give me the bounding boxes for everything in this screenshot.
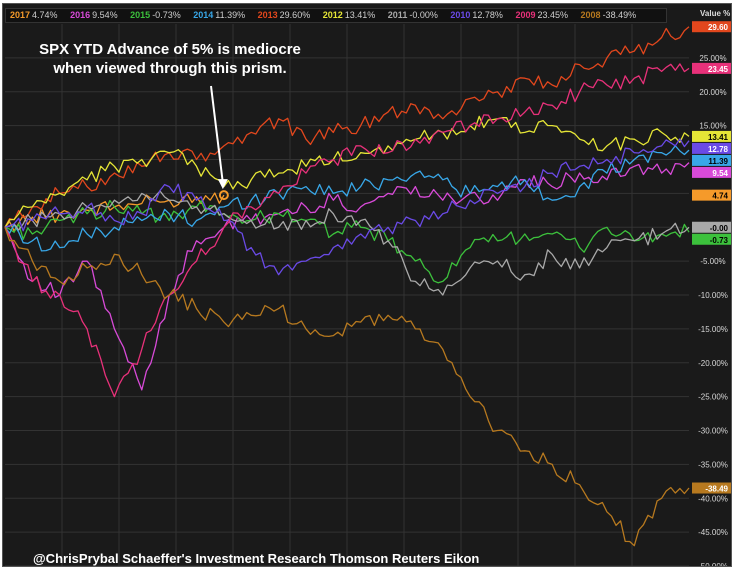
legend-value: -38.49% (602, 10, 637, 20)
legend-item[interactable]: 2008 -38.49% (581, 9, 637, 22)
series-line (4, 26, 690, 228)
legend-year: 2015 (130, 10, 151, 20)
value-axis-title: Value % (700, 9, 731, 18)
current-point-marker (218, 190, 229, 201)
footer-credits: @ChrisPrybal Schaeffer's Investment Rese… (33, 551, 480, 566)
annotation-text: SPX YTD Advance of 5% is mediocre when v… (35, 40, 305, 78)
legend-item[interactable]: 2009 23.45% (515, 9, 568, 22)
chart-frame: 25.00%20.00%15.00%10.00%5.00%-5.00%-10.0… (2, 3, 732, 567)
end-value-label: 23.45 (708, 65, 729, 74)
series-line (4, 138, 690, 276)
end-value-box (692, 130, 731, 142)
legend-item[interactable]: 2013 29.60% (258, 9, 311, 22)
y-tick-label: -45.00% (698, 528, 728, 537)
end-value-label: 12.78 (708, 145, 729, 154)
end-value-box (692, 62, 731, 74)
legend-value: -0.73% (152, 10, 181, 20)
end-value-label: 4.74 (712, 192, 728, 201)
legend-value: 11.39% (215, 10, 246, 20)
end-value-box (692, 233, 731, 245)
end-value-box (692, 166, 731, 178)
end-value-label: 29.60 (708, 23, 729, 32)
end-value-label: -0.00 (710, 224, 729, 233)
legend-value: 12.78% (472, 10, 503, 20)
end-value-label: 13.41 (708, 133, 729, 142)
legend-item[interactable]: 2016 9.54% (70, 9, 118, 22)
series-line (4, 190, 690, 296)
y-tick-label: 25.00% (699, 54, 726, 63)
series-line (4, 115, 690, 228)
legend-value: 9.54% (92, 10, 118, 20)
legend-year: 2009 (515, 10, 536, 20)
end-value-box (692, 142, 731, 154)
annotation-arrow-head (217, 179, 228, 190)
y-tick-label: -5.00% (700, 257, 725, 266)
legend-value: 13.41% (344, 10, 376, 20)
annotation-arrow-shaft (210, 85, 224, 184)
legend-item[interactable]: 2010 12.78% (450, 9, 503, 22)
legend-value: -0.00% (409, 10, 438, 20)
annotation-line: SPX YTD Advance of 5% is mediocre (39, 41, 301, 58)
legend-item[interactable]: 2011 -0.00% (388, 9, 438, 22)
legend-year: 2017 (10, 10, 31, 20)
series-line (4, 145, 690, 252)
legend-item[interactable]: 2012 13.41% (323, 9, 376, 22)
y-tick-label: 20.00% (699, 88, 726, 97)
end-value-box (692, 21, 731, 33)
legend-item[interactable]: 2014 11.39% (193, 9, 245, 22)
y-tick-label: -20.00% (698, 359, 728, 368)
legend-bar: 2017 4.74% 2016 9.54% 2015 -0.73% 2014 11.39… (5, 8, 667, 23)
end-value-label: 9.54 (712, 169, 728, 178)
y-tick-label: -30.00% (698, 427, 728, 436)
end-value-label: -38.49 (705, 485, 728, 494)
y-tick-label: -10.00% (698, 291, 728, 300)
legend-value: 23.45% (537, 10, 569, 20)
end-value-label: 11.39 (708, 157, 728, 166)
legend-year: 2012 (322, 10, 343, 20)
legend-item[interactable]: 2015 -0.73% (130, 9, 181, 22)
series-line (4, 199, 690, 284)
series-line (4, 63, 690, 398)
y-tick-label: -40.00% (698, 494, 728, 503)
y-tick-label: -35.00% (698, 460, 728, 469)
y-tick-label: -50.00% (698, 562, 728, 567)
annotation-line: when viewed through this prism. (53, 60, 287, 77)
end-value-box (692, 189, 731, 201)
legend-year: 2013 (257, 10, 278, 20)
legend-year: 2014 (193, 10, 214, 20)
y-tick-label: -25.00% (698, 393, 728, 402)
legend-item[interactable]: 2017 4.74% (10, 9, 58, 22)
end-value-box (692, 221, 731, 233)
y-tick-label: 15.00% (699, 122, 726, 131)
end-value-label: -0.73 (710, 236, 729, 245)
y-tick-label: -15.00% (698, 325, 728, 334)
chart-canvas: 25.00%20.00%15.00%10.00%5.00%-5.00%-10.0… (4, 21, 731, 567)
legend-year: 2010 (450, 10, 471, 20)
end-value-box (692, 154, 731, 166)
legend-year: 2008 (580, 10, 601, 20)
legend-value: 29.60% (279, 10, 311, 20)
series-line (4, 162, 690, 391)
end-value-box (692, 482, 731, 494)
legend-year: 2016 (70, 10, 91, 20)
series-line (4, 227, 690, 547)
legend-value: 4.74% (32, 10, 58, 20)
legend-year: 2011 (387, 10, 408, 20)
